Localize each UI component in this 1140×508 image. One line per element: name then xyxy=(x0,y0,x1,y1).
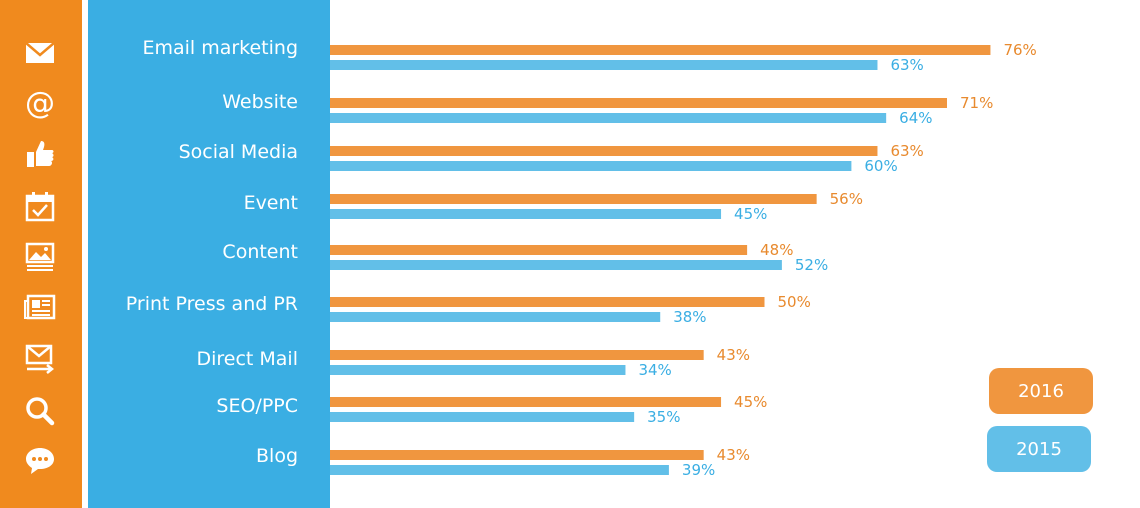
data-label-2016-2: 63% xyxy=(890,142,923,160)
legend-2015: 2015 xyxy=(987,426,1091,472)
data-label-2015-5: 38% xyxy=(673,308,706,326)
bar-2016-3 xyxy=(330,194,817,204)
data-label-2015-8: 39% xyxy=(682,461,715,479)
category-label-panel xyxy=(88,0,330,508)
svg-text:@: @ xyxy=(25,86,55,121)
category-label: Content xyxy=(222,241,298,263)
bar-2015-2 xyxy=(330,161,852,171)
bar-2016-4 xyxy=(330,245,748,255)
category-label: Email marketing xyxy=(142,37,298,59)
bar-2015-6 xyxy=(330,365,626,375)
bar-2015-0 xyxy=(330,60,878,70)
bar-2016-8 xyxy=(330,450,704,460)
bar-2016-1 xyxy=(330,98,947,108)
category-label: Blog xyxy=(256,445,298,467)
data-label-2015-3: 45% xyxy=(734,205,767,223)
newspaper-icon xyxy=(23,290,57,324)
data-label-2015-0: 63% xyxy=(890,56,923,74)
envelope-icon xyxy=(23,36,57,70)
data-label-2015-7: 35% xyxy=(647,408,680,426)
data-label-2015-2: 60% xyxy=(864,157,897,175)
data-label-2016-3: 56% xyxy=(830,190,863,208)
bar-2016-7 xyxy=(330,397,722,407)
calendar-check-icon xyxy=(23,189,57,223)
data-label-2015-4: 52% xyxy=(795,256,828,274)
bar-2015-3 xyxy=(330,209,722,219)
data-label-2015-1: 64% xyxy=(899,109,932,127)
data-label-2016-6: 43% xyxy=(717,346,750,364)
mail-send-icon xyxy=(23,342,57,376)
data-label-2016-1: 71% xyxy=(960,94,993,112)
thumbs-up-icon xyxy=(23,137,57,171)
at-sign-icon: @ xyxy=(23,86,57,121)
bar-2016-2 xyxy=(330,146,878,156)
bar-2016-5 xyxy=(330,297,765,307)
data-label-2016-8: 43% xyxy=(717,446,750,464)
bar-2015-4 xyxy=(330,260,782,270)
category-label: Event xyxy=(243,192,298,214)
bar-2015-5 xyxy=(330,312,661,322)
legend-2016: 2016 xyxy=(989,368,1093,414)
category-label: Social Media xyxy=(178,141,298,163)
search-icon xyxy=(23,394,57,428)
category-label: Direct Mail xyxy=(196,348,298,370)
bar-2015-8 xyxy=(330,465,669,475)
data-label-2016-0: 76% xyxy=(1003,41,1036,59)
image-gallery-icon xyxy=(23,240,57,274)
data-label-2016-7: 45% xyxy=(734,393,767,411)
bar-2015-1 xyxy=(330,113,887,123)
bar-2016-0 xyxy=(330,45,991,55)
bar-2016-6 xyxy=(330,350,704,360)
category-label: SEO/PPC xyxy=(216,395,298,417)
data-label-2016-5: 50% xyxy=(778,293,811,311)
data-label-2016-4: 48% xyxy=(760,241,793,259)
category-label: Website xyxy=(222,91,298,113)
data-label-2015-6: 34% xyxy=(638,361,671,379)
category-label: Print Press and PR xyxy=(125,293,298,315)
chat-bubble-icon xyxy=(23,443,57,477)
bar-2015-7 xyxy=(330,412,635,422)
icon-sidebar: @ xyxy=(0,0,82,508)
